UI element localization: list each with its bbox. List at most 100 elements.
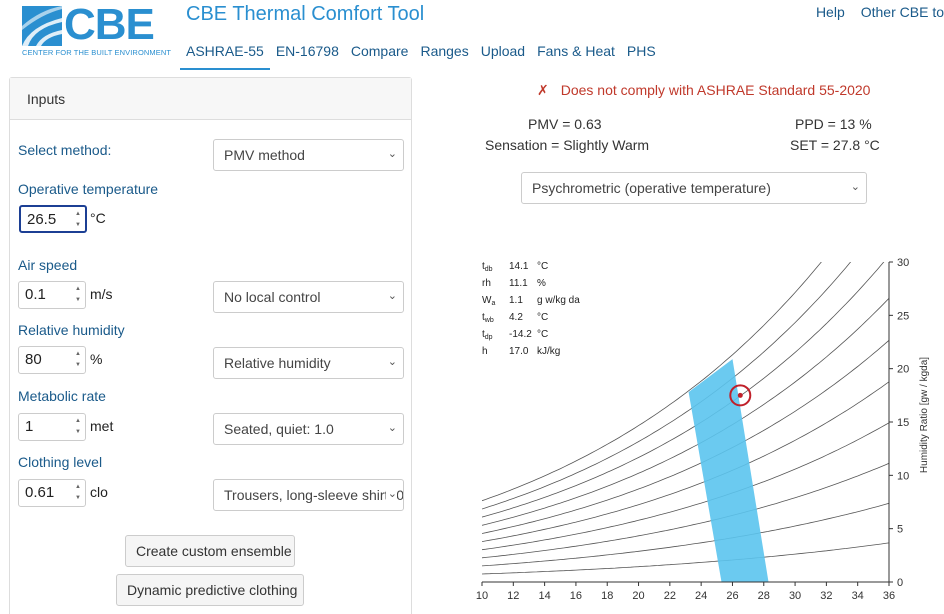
rh-curve-20 — [482, 502, 889, 567]
x-tick-label: 10 — [476, 590, 488, 602]
x-tick-label: 22 — [664, 590, 676, 602]
rh-curve-60 — [482, 339, 889, 534]
clo-select[interactable]: Trousers, long-sleeve shirt: 0 ⌄ — [213, 479, 404, 511]
met-select[interactable]: Seated, quiet: 1.0 ⌄ — [213, 413, 404, 445]
rh-curve-10 — [482, 542, 889, 575]
chevron-down-icon: ⌄ — [387, 290, 397, 302]
compliance-text: Does not comply with ASHRAE Standard 55-… — [560, 82, 871, 98]
chevron-down-icon: ⌄ — [387, 356, 397, 368]
logo-text: CBE — [64, 0, 155, 49]
air-speed-value: 0.1 — [25, 286, 46, 303]
op-temp-unit: °C — [90, 210, 106, 226]
x-tick-label: 18 — [601, 590, 613, 602]
clo-value: 0.61 — [25, 484, 55, 501]
x-tick-label: 24 — [695, 590, 707, 602]
x-tick-label: 28 — [758, 590, 770, 602]
rh-input[interactable]: 80 ▲ ▼ — [18, 346, 86, 374]
rh-select-value: Relative humidity — [224, 355, 331, 371]
rh-unit: % — [90, 351, 103, 367]
spinner-icon[interactable]: ▲ ▼ — [75, 286, 81, 303]
x-tick-label: 16 — [570, 590, 582, 602]
rh-curve-70 — [482, 298, 889, 526]
readout-symbol: tdb — [482, 261, 493, 273]
x-tick-label: 34 — [852, 590, 864, 602]
logo-subtitle: CENTER FOR THE BUILT ENVIRONMENT — [22, 48, 172, 57]
x-tick-label: 32 — [820, 590, 832, 602]
top-links: Help Other CBE to — [816, 4, 944, 20]
op-temp-input[interactable]: 26.5 ▲ ▼ — [19, 205, 87, 233]
rh-select[interactable]: Relative humidity ⌄ — [213, 347, 404, 379]
spinner-icon[interactable]: ▲ ▼ — [75, 351, 81, 368]
method-select-value: PMV method — [224, 147, 305, 163]
readout-value: -14.2 — [509, 329, 532, 340]
y-tick-label: 10 — [897, 470, 909, 482]
y-tick-label: 30 — [897, 257, 909, 269]
air-speed-label: Air speed — [18, 257, 78, 273]
current-condition-marker — [729, 384, 752, 407]
rh-curve-90 — [482, 262, 852, 510]
met-label: Metabolic rate — [18, 388, 106, 404]
air-speed-select[interactable]: No local control ⌄ — [213, 281, 404, 313]
air-speed-input[interactable]: 0.1 ▲ ▼ — [18, 281, 86, 309]
readout-value: 14.1 — [509, 261, 529, 272]
chevron-down-icon: ⌄ — [387, 422, 397, 434]
dynamic-clothing-button[interactable]: Dynamic predictive clothing — [116, 574, 304, 606]
tab-fans-heat[interactable]: Fans & Heat — [537, 43, 615, 59]
tab-compare[interactable]: Compare — [350, 43, 409, 59]
clo-label: Clothing level — [18, 454, 103, 470]
comfort-zone — [688, 359, 769, 582]
chevron-down-icon: ⌄ — [387, 148, 397, 160]
readout-unit: °C — [537, 329, 548, 340]
inputs-panel-title: Inputs — [10, 78, 411, 120]
readout-symbol: rh — [482, 278, 491, 289]
met-input[interactable]: 1 ▲ ▼ — [18, 413, 86, 441]
tab-ranges[interactable]: Ranges — [420, 43, 469, 59]
x-tick-label: 12 — [507, 590, 519, 602]
rh-curve-40 — [482, 422, 889, 551]
chart-type-select-value: Psychrometric (operative temperature) — [532, 180, 771, 196]
method-select[interactable]: PMV method ⌄ — [213, 139, 404, 171]
other-tools-link[interactable]: Other CBE to — [860, 4, 944, 20]
rh-curve-80 — [482, 262, 885, 518]
met-unit: met — [90, 418, 114, 434]
rh-value: 80 — [25, 351, 42, 368]
rh-curve-30 — [482, 462, 889, 559]
x-tick-label: 30 — [789, 590, 801, 602]
readout-unit: % — [537, 278, 546, 289]
chevron-down-icon: ⌄ — [385, 487, 397, 500]
readout-unit: °C — [537, 312, 548, 323]
spinner-icon[interactable]: ▲ ▼ — [75, 484, 81, 501]
readout-unit: kJ/kg — [537, 346, 560, 357]
x-tick-label: 14 — [538, 590, 550, 602]
met-value: 1 — [25, 418, 34, 435]
readout-unit: g w/kg da — [537, 295, 580, 306]
readout-unit: °C — [537, 261, 548, 272]
spinner-icon[interactable]: ▲ ▼ — [75, 211, 81, 228]
y-axis-label: Humidity Ratio [gw / kgda] — [919, 357, 930, 473]
rh-label: Relative humidity — [18, 322, 125, 338]
set-value: SET = 27.8 °C — [790, 137, 880, 153]
rh-curve-100 — [482, 262, 822, 502]
y-tick-label: 5 — [897, 524, 903, 536]
chevron-down-icon: ⌄ — [850, 181, 860, 193]
tab-ashrae-55[interactable]: ASHRAE-55 — [180, 40, 270, 70]
method-label: Select method: — [18, 142, 112, 158]
clo-select-value: Trousers, long-sleeve shirt: 0 — [224, 487, 404, 503]
create-custom-ensemble-button[interactable]: Create custom ensemble — [125, 535, 295, 567]
clo-input[interactable]: 0.61 ▲ ▼ — [18, 479, 86, 507]
chart-type-select[interactable]: Psychrometric (operative temperature) ⌄ — [521, 172, 867, 204]
readout-value: 4.2 — [509, 312, 523, 323]
cbe-logo[interactable]: CBE CENTER FOR THE BUILT ENVIRONMENT — [20, 0, 172, 60]
readout-value: 17.0 — [509, 346, 529, 357]
spinner-icon[interactable]: ▲ ▼ — [75, 418, 81, 435]
help-link[interactable]: Help — [815, 4, 845, 20]
x-tick-label: 36 — [883, 590, 895, 602]
x-tick-label: 20 — [632, 590, 644, 602]
sensation-value: Sensation = Slightly Warm — [485, 137, 650, 153]
op-temp-label: Operative temperature — [18, 181, 159, 197]
tab-phs[interactable]: PHS — [626, 43, 656, 59]
tab-upload[interactable]: Upload — [480, 43, 526, 59]
readout-symbol: tdp — [482, 329, 493, 341]
op-temp-value: 26.5 — [27, 211, 57, 228]
tab-en-16798[interactable]: EN-16798 — [275, 43, 339, 59]
